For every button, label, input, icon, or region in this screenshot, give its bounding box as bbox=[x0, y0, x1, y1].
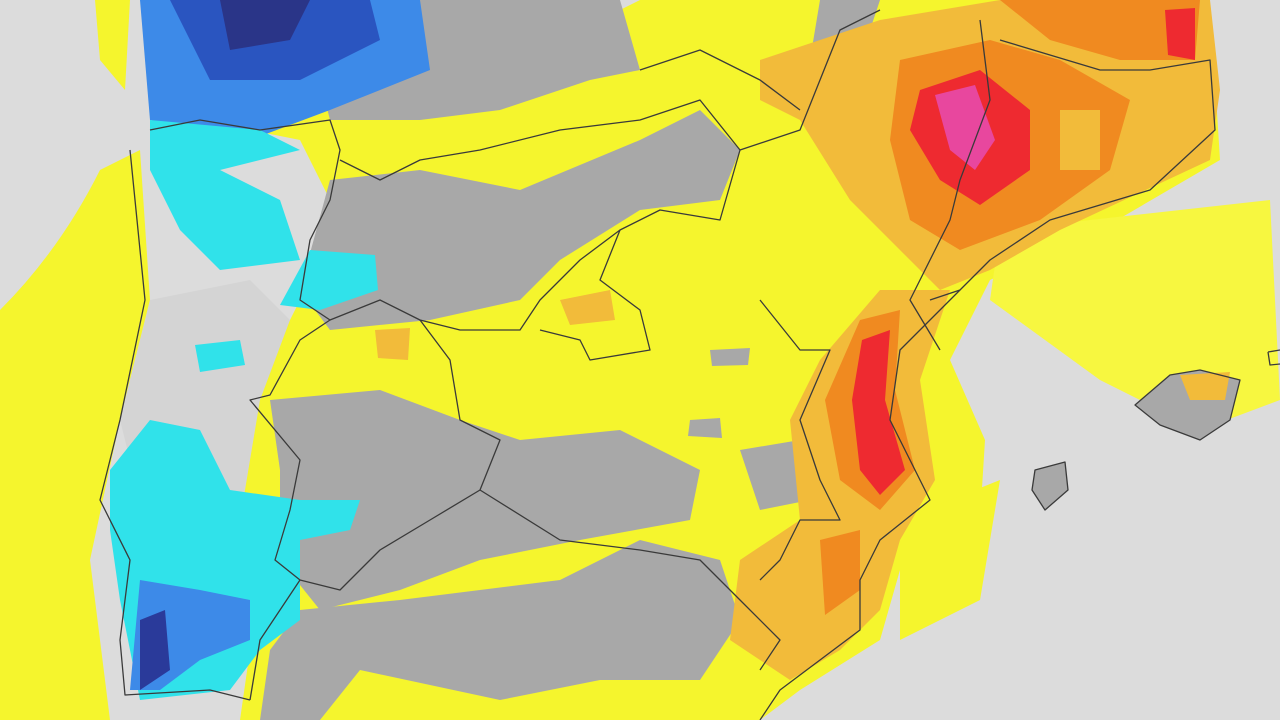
orange-zone bbox=[820, 530, 860, 615]
gray-zone bbox=[688, 418, 722, 438]
island-orange bbox=[1180, 372, 1230, 400]
orange-light-zone bbox=[560, 290, 615, 325]
border bbox=[909, 19, 991, 351]
gray-zone bbox=[710, 348, 750, 366]
north-yellow bbox=[95, 0, 130, 90]
magenta-zone bbox=[935, 85, 995, 170]
coastline bbox=[1267, 349, 1280, 366]
gray-zone bbox=[740, 440, 810, 510]
atlantic-yellow bbox=[0, 150, 150, 720]
orange-light-zone bbox=[1060, 110, 1100, 170]
island bbox=[1032, 462, 1068, 510]
gray-zone bbox=[300, 110, 740, 330]
border bbox=[759, 299, 841, 581]
darkest-blue-zone bbox=[220, 0, 310, 50]
deep-blue-zone bbox=[140, 610, 170, 690]
border bbox=[739, 9, 881, 151]
coast-yellow bbox=[900, 480, 1000, 640]
cyan-zone bbox=[280, 250, 378, 310]
border bbox=[479, 489, 781, 671]
gray-zone bbox=[270, 390, 700, 610]
gray-zone bbox=[260, 540, 740, 720]
cyan-zone bbox=[150, 120, 300, 270]
border bbox=[329, 99, 741, 331]
coastline bbox=[759, 289, 961, 720]
border bbox=[639, 49, 801, 111]
red-zone bbox=[852, 330, 905, 495]
orange-zone bbox=[1000, 0, 1200, 60]
orange-light-zone bbox=[375, 328, 410, 360]
coastline bbox=[1134, 369, 1241, 441]
border bbox=[539, 229, 651, 361]
coastline bbox=[99, 149, 251, 701]
coastline bbox=[929, 39, 1216, 301]
coastline bbox=[1031, 461, 1069, 511]
cyan-zone bbox=[195, 340, 245, 372]
border bbox=[149, 119, 341, 701]
red-zone bbox=[1165, 8, 1195, 60]
